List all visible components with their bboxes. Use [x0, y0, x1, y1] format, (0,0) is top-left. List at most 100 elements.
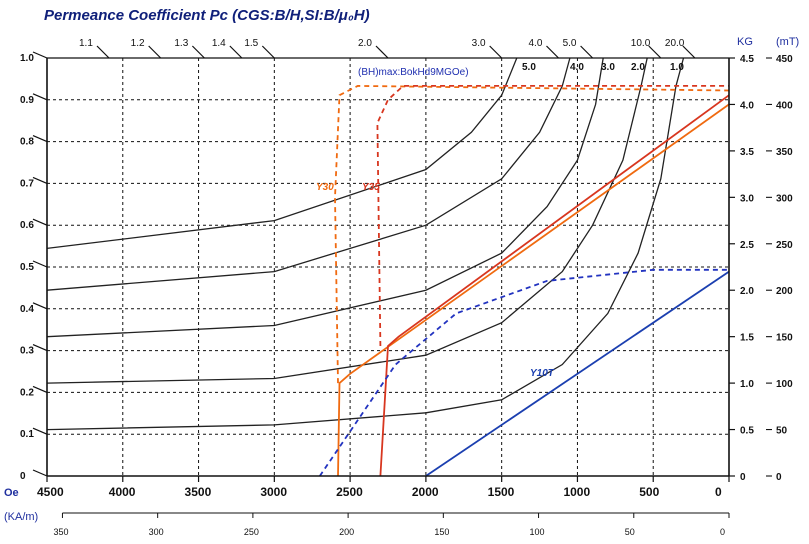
right-kg-tick-label: 4.5 — [740, 54, 754, 65]
pc-tick-label: 1.2 — [131, 38, 145, 49]
right-mt-tick-label: 200 — [776, 286, 793, 297]
x-tick-label: 2000 — [412, 485, 439, 499]
kam-tick-label: 50 — [625, 527, 635, 537]
right-mt-tick-label: 250 — [776, 240, 793, 251]
left-tick-label: 0.2 — [20, 387, 34, 398]
x-tick-label: 2500 — [336, 485, 363, 499]
kam-tick-label: 100 — [530, 527, 545, 537]
series-line-y35-solid — [379, 94, 730, 477]
pc-tick-mark — [191, 45, 205, 59]
x-tick-label: 500 — [639, 485, 659, 499]
left-tick-mark — [32, 344, 48, 352]
x-tick-label: 1500 — [488, 485, 515, 499]
pc-tick-label: 1.3 — [174, 38, 188, 49]
right-kg-tick-label: 1.0 — [740, 379, 754, 390]
bhmax-curve — [46, 57, 571, 291]
right-mt-tick-label: 50 — [776, 426, 788, 437]
pc-tick-mark — [375, 45, 389, 59]
right-kg-tick-label: 1.5 — [740, 333, 754, 344]
pc-tick-label: 1.5 — [244, 38, 258, 49]
pc-tick-mark — [648, 45, 662, 59]
bhmax-curve-label: 3.0 — [601, 62, 615, 73]
left-tick-mark — [32, 51, 48, 59]
left-tick-label: 0.9 — [20, 95, 34, 106]
right-kg-tick-label: 3.5 — [740, 147, 754, 158]
pc-tick-label: 1.1 — [79, 38, 93, 49]
right-kg-tick-label: 4.0 — [740, 100, 754, 111]
left-tick-label: 0.6 — [20, 220, 34, 231]
grid — [47, 58, 729, 476]
right-kg-tick-label: 2.5 — [740, 240, 754, 251]
left-tick-label: 1.0 — [20, 53, 34, 64]
kam-tick-label: 250 — [244, 527, 259, 537]
left-tick-mark — [32, 135, 48, 143]
left-tick-mark — [32, 93, 48, 101]
left-tick-label: 0.8 — [20, 137, 34, 148]
right-mt-tick-label: 100 — [776, 379, 793, 390]
x-tick-label: 4000 — [109, 485, 136, 499]
left-tick-mark — [32, 469, 48, 477]
left-tick-label: 0.1 — [20, 429, 34, 440]
bhmax-curve — [46, 57, 518, 250]
series-line-y35-dashed — [376, 85, 729, 347]
series-line-y30-solid — [337, 103, 730, 477]
labels: 1.0 0.9 0.8 0.7 0.6 0.5 0.4 0.3 0.2 0.1 0 4.5 4.0 3.5… — [4, 36, 799, 537]
series-layer — [319, 84, 730, 477]
kam-tick-label: 200 — [339, 527, 354, 537]
series-line-y30-dashed — [334, 84, 730, 384]
kam-tick-label: 0 — [720, 527, 725, 537]
bhmax-curve-label: 4.0 — [570, 62, 584, 73]
left-tick-label: 0.7 — [20, 178, 34, 189]
left-tick-mark — [32, 385, 48, 393]
right-mt-tick-label: 450 — [776, 54, 793, 65]
left-tick-mark — [32, 427, 48, 435]
pc-tick-mark — [580, 45, 594, 59]
x-tick-label: 0 — [715, 485, 722, 499]
pc-tick-label: 4.0 — [529, 38, 543, 49]
bhmax-curve — [46, 57, 604, 338]
x-axis-label: Oe — [4, 487, 19, 499]
pc-tick-label: 2.0 — [358, 38, 372, 49]
right-mt-unit-label: (mT) — [776, 36, 799, 48]
series-line-y10t-dashed — [319, 268, 729, 477]
kam-tick-label: 150 — [434, 527, 449, 537]
pc-tick-mark — [96, 45, 110, 59]
kam-tick-label: 350 — [53, 527, 68, 537]
bhmax-curve-label: 5.0 — [522, 62, 536, 73]
pc-tick-mark — [489, 45, 503, 59]
right-mt-tick-label: 150 — [776, 333, 793, 344]
pc-tick-label: 10.0 — [631, 38, 651, 49]
right-mt-tick-label: 0 — [776, 472, 782, 483]
bhmax-curve-label: 2.0 — [631, 62, 645, 73]
series-label-y10t: Y10T — [530, 368, 555, 379]
series-line-y10t-solid — [425, 270, 730, 477]
left-tick-label: 0 — [20, 471, 26, 482]
series-label-y35: Y35 — [362, 182, 380, 193]
pc-tick-mark — [682, 45, 696, 59]
right-kg-tick-label: 0 — [740, 472, 746, 483]
right-kg-unit-label: KG — [737, 36, 753, 48]
pc-tick-mark — [261, 45, 275, 59]
x-tick-label: 3500 — [185, 485, 212, 499]
pc-tick-mark — [148, 45, 162, 59]
left-tick-mark — [32, 302, 48, 310]
right-mt-tick-label: 300 — [776, 193, 793, 204]
bhmax-curve — [46, 57, 685, 431]
series-label-y30: Y30 — [316, 182, 334, 193]
x-tick-label: 3000 — [260, 485, 287, 499]
right-kg-tick-label: 2.0 — [740, 286, 754, 297]
right-mt-tick-label: 400 — [776, 100, 793, 111]
right-mt-tick-label: 350 — [776, 147, 793, 158]
bhmax-curve — [46, 57, 648, 384]
left-tick-label: 0.5 — [20, 262, 34, 273]
pc-tick-label: 5.0 — [563, 38, 577, 49]
left-tick-mark — [32, 176, 48, 184]
left-tick-label: 0.4 — [20, 304, 34, 315]
chart-title: Permeance Coefficient Pc (CGS:B/H,SI:B/μ… — [44, 7, 370, 24]
kam-tick-label: 300 — [149, 527, 164, 537]
pc-tick-label: 20.0 — [665, 38, 685, 49]
pc-tick-mark — [229, 45, 243, 59]
bhmax-curve-label: 1.0 — [670, 62, 684, 73]
left-tick-mark — [32, 218, 48, 226]
